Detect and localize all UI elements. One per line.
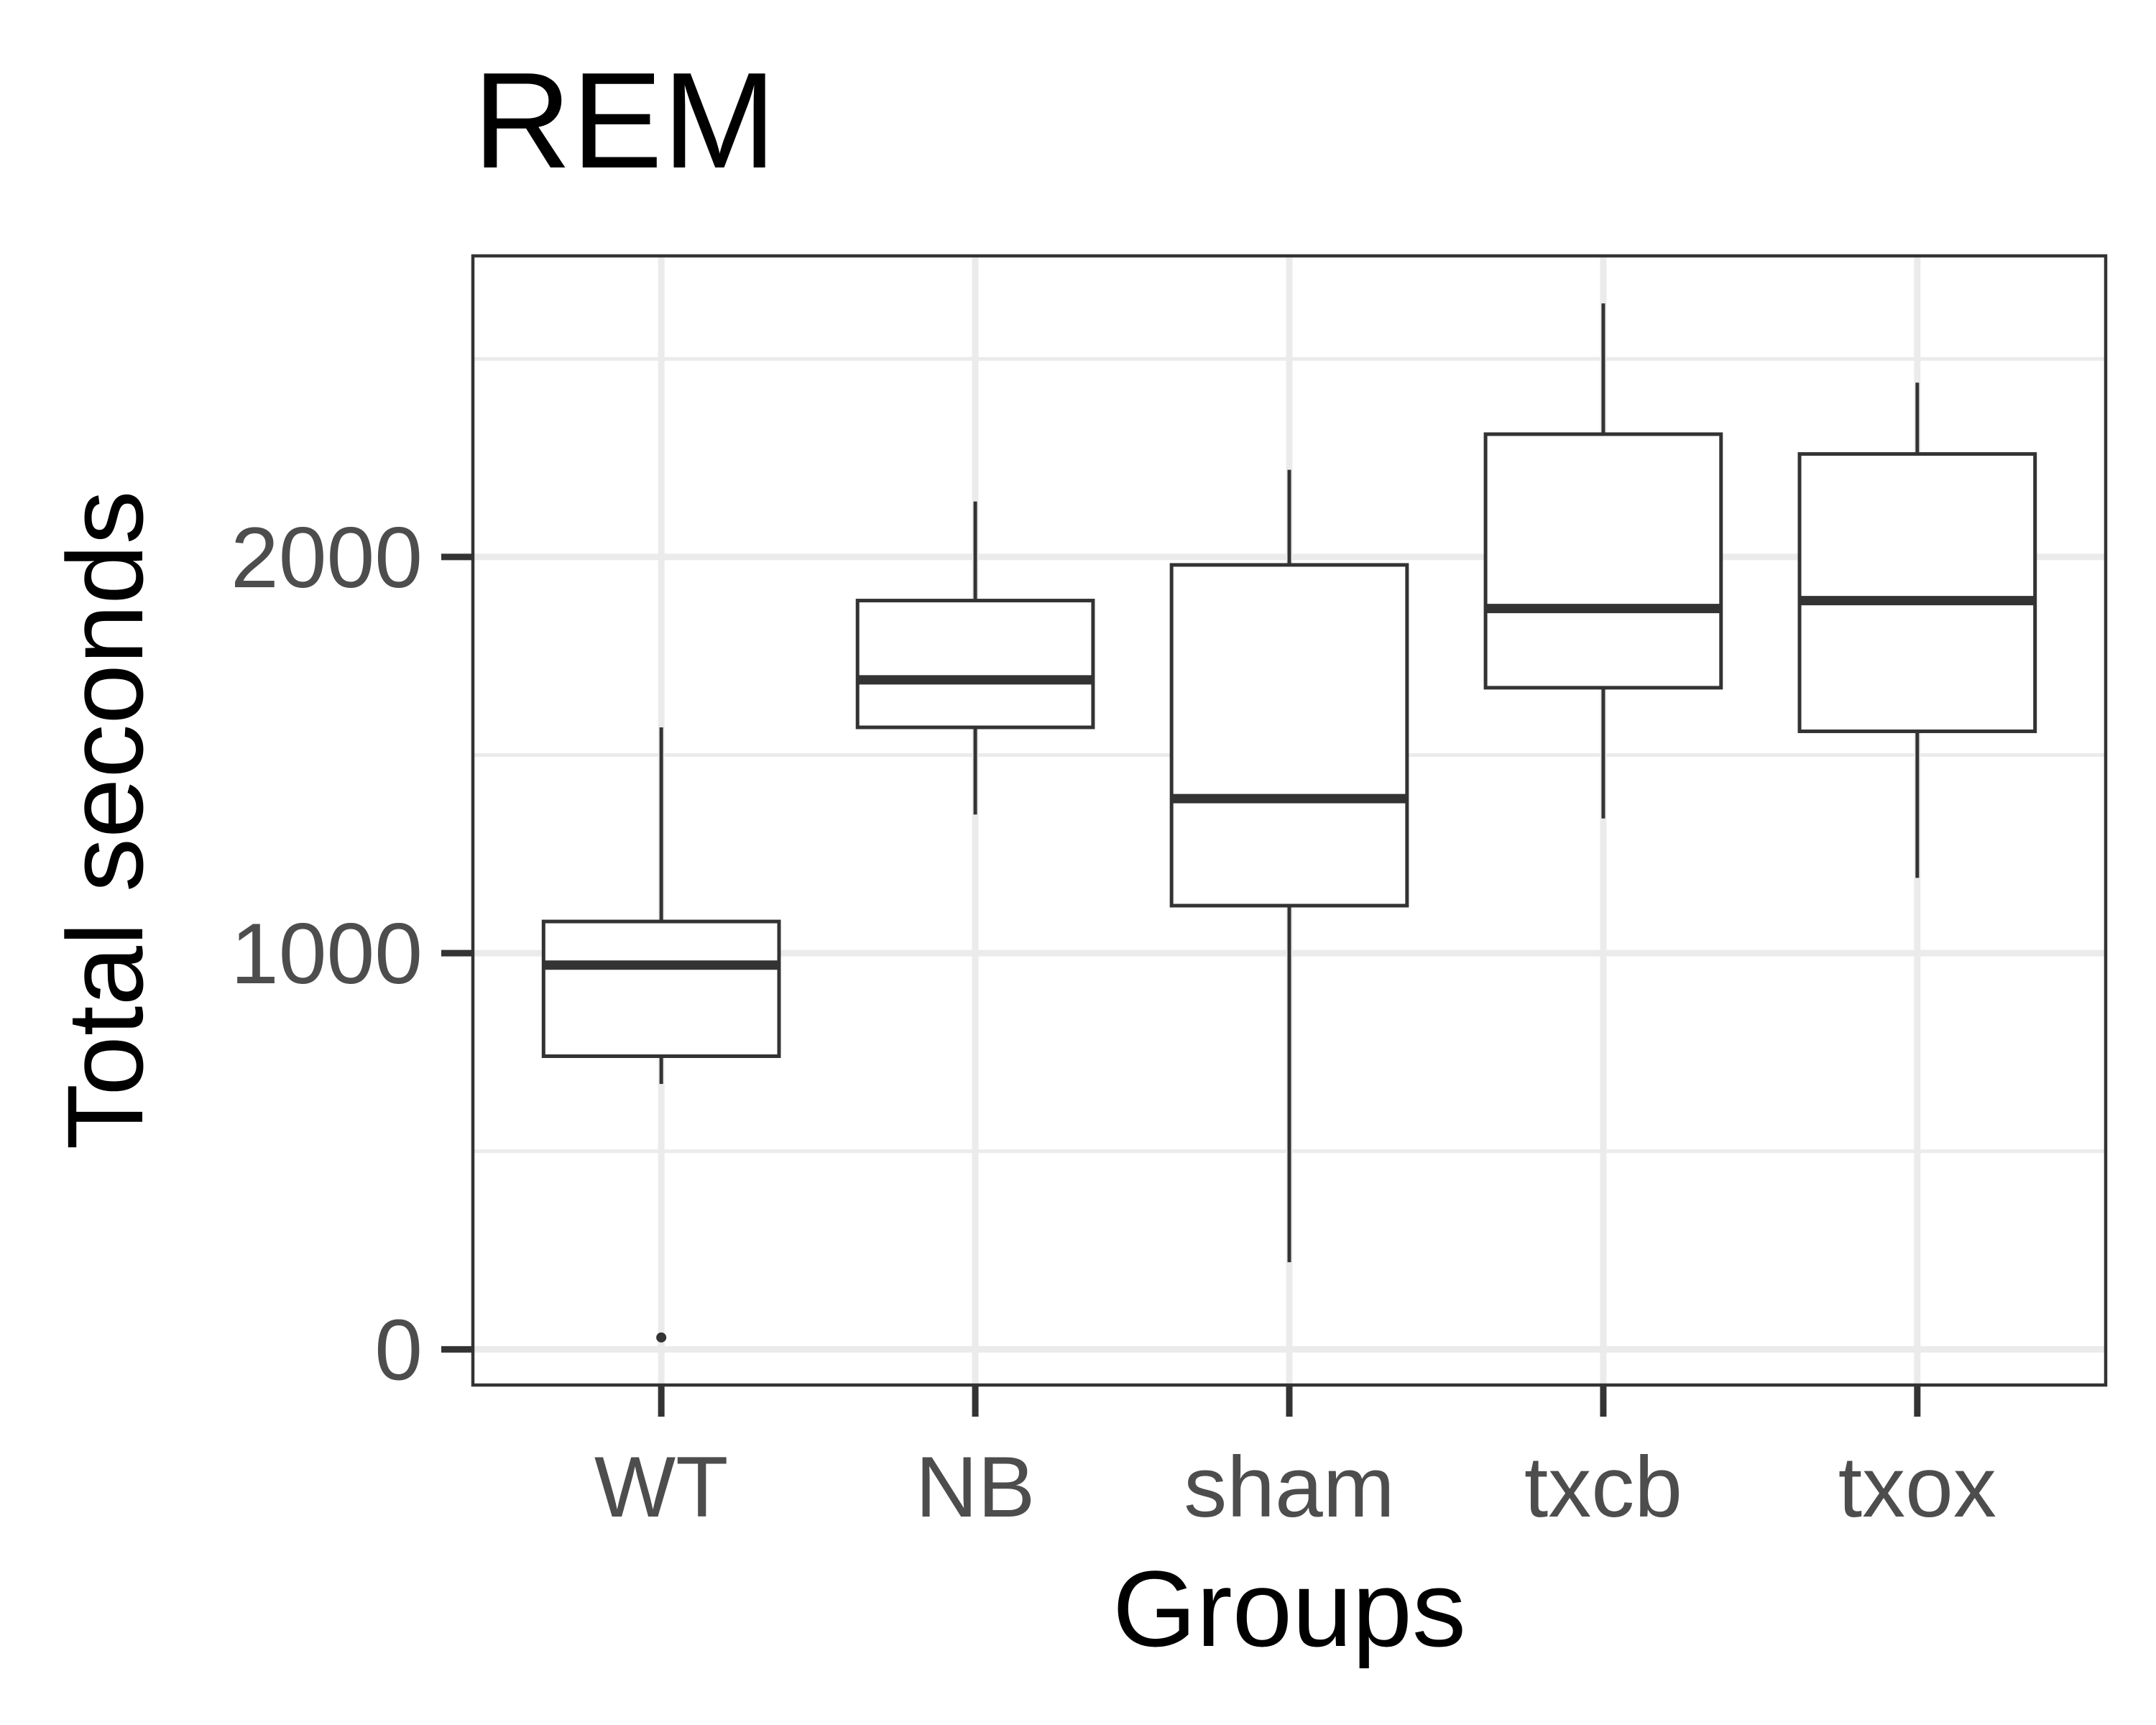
x-axis-title: Groups [1112, 1548, 1466, 1669]
x-tick-label: sham [1184, 1439, 1394, 1535]
box-iqr [855, 599, 1095, 730]
box-NB [855, 501, 1095, 815]
y-axis-title: Total seconds [45, 490, 165, 1149]
y-tick-label: 2000 [231, 510, 423, 606]
y-tick-label: 1000 [231, 906, 423, 1002]
axes: 0 1000 2000 WT NB sham txcb txox [231, 510, 1996, 1535]
y-tick-label: 0 [374, 1302, 423, 1398]
box-iqr [1797, 452, 2037, 733]
x-tick-label: WT [594, 1439, 729, 1535]
box-WT [541, 727, 781, 1343]
box-iqr [541, 919, 781, 1058]
x-tick-label: txox [1838, 1439, 1996, 1535]
chart-title: REM [473, 45, 776, 197]
box-sham [1169, 469, 1409, 1263]
boxplots [541, 303, 2037, 1343]
outlier-point [656, 1332, 667, 1343]
box-iqr [1483, 432, 1723, 690]
x-tick-label: txcb [1524, 1439, 1682, 1535]
box-iqr [1169, 563, 1409, 908]
box-txcb [1483, 303, 1723, 819]
box-txox [1797, 382, 2037, 878]
x-tick-label: NB [916, 1439, 1036, 1535]
